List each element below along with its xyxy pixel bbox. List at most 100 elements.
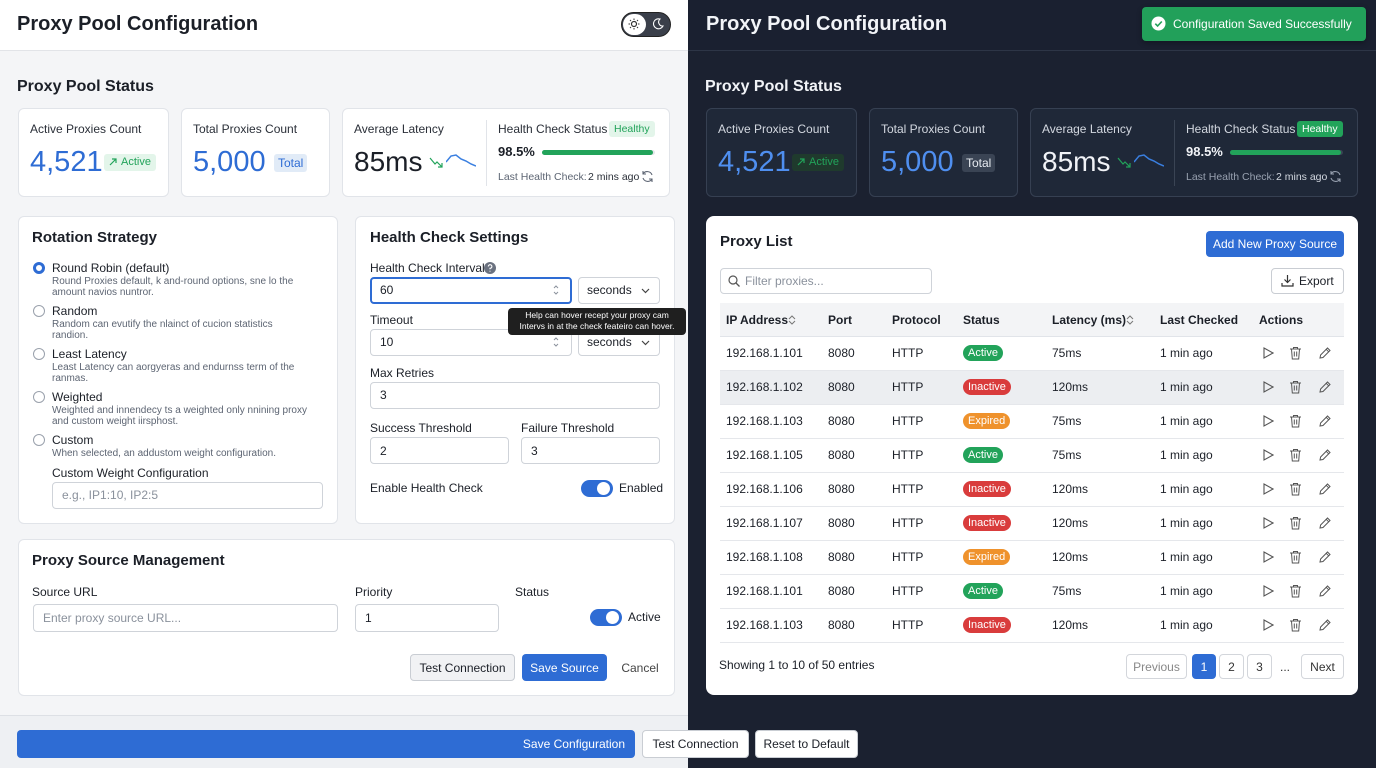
button-text: Export xyxy=(1299,274,1334,288)
toggle-knob xyxy=(597,482,610,495)
card-label: Health Check Status xyxy=(498,122,608,136)
table-cell: HTTP xyxy=(892,550,924,564)
select[interactable] xyxy=(578,277,660,304)
table-cell: 1 min ago xyxy=(1160,584,1213,598)
button[interactable]: Test Connection xyxy=(642,730,749,758)
number-input[interactable] xyxy=(355,604,499,632)
radio[interactable] xyxy=(33,262,45,274)
arrow-icon xyxy=(108,157,118,167)
status-pill: Inactive xyxy=(963,617,1011,633)
delete-icon xyxy=(1289,584,1302,598)
input-value: 1 xyxy=(365,611,372,625)
progress-bar xyxy=(542,150,654,155)
page-button[interactable]: 2 xyxy=(1219,654,1244,679)
delete-icon xyxy=(1289,380,1302,394)
number-input[interactable] xyxy=(370,437,509,464)
status-pill: Inactive xyxy=(963,481,1011,497)
table-cell: 1 min ago xyxy=(1160,550,1213,564)
column-header: Protocol xyxy=(892,313,941,327)
field-label: Failure Threshold xyxy=(521,421,615,435)
table-cell: 120ms xyxy=(1052,618,1089,632)
table-cell: 8080 xyxy=(828,448,855,462)
table-header xyxy=(720,303,1344,337)
table-row xyxy=(720,371,1344,405)
filter-input[interactable] xyxy=(720,268,932,294)
field-label: Max Retries xyxy=(370,366,435,380)
sparkline xyxy=(1134,150,1164,168)
chevron-icon xyxy=(640,338,651,347)
column-header: Status xyxy=(963,313,1000,327)
table-cell: 192.168.1.101 xyxy=(726,346,803,360)
table-cell: 1 min ago xyxy=(1160,516,1213,530)
text-input[interactable] xyxy=(52,482,323,509)
card-label: Active Proxies Count xyxy=(30,122,142,136)
delete-icon xyxy=(1289,448,1302,462)
table-row xyxy=(720,541,1344,575)
play-icon xyxy=(1262,517,1274,529)
number-input[interactable] xyxy=(370,382,660,409)
page-button[interactable]: 1 xyxy=(1192,654,1216,679)
input-value: 3 xyxy=(380,388,387,402)
panel-title: Rotation Strategy xyxy=(32,229,158,246)
page-button[interactable]: 3 xyxy=(1247,654,1272,679)
status-card xyxy=(181,108,330,197)
radio[interactable] xyxy=(33,391,45,403)
button[interactable]: Test Connection xyxy=(410,654,515,681)
panel-title: Health Check Settings xyxy=(370,229,529,246)
field-label: Health Check Interval xyxy=(370,261,485,275)
table-cell: HTTP xyxy=(892,516,924,530)
input-value: 2 xyxy=(380,444,387,458)
panel-title: Proxy List xyxy=(720,233,793,250)
delete-icon xyxy=(1289,482,1302,496)
refresh-icon xyxy=(1329,170,1342,183)
number-input[interactable] xyxy=(521,437,660,464)
page-button[interactable]: ... xyxy=(1279,659,1290,674)
delete-icon xyxy=(1289,414,1302,428)
radio[interactable] xyxy=(33,305,45,317)
chevron-icon xyxy=(640,286,651,295)
export-button[interactable] xyxy=(1271,268,1344,294)
page-button[interactable]: Next xyxy=(1301,654,1344,679)
card-label: Total Proxies Count xyxy=(881,122,986,136)
number-input[interactable] xyxy=(370,277,572,304)
button[interactable]: Save Configuration xyxy=(17,730,635,758)
spin-icon xyxy=(551,336,561,348)
table-summary: Showing 1 to 10 of 50 entries xyxy=(719,658,875,672)
table-cell: 8080 xyxy=(828,346,855,360)
edit-icon xyxy=(1318,482,1331,496)
table-cell: HTTP xyxy=(892,448,924,462)
badge-text: Active xyxy=(809,156,839,168)
radio-label: Weighted xyxy=(52,390,103,404)
health-percent: 98.5% xyxy=(498,144,535,159)
table-cell: 8080 xyxy=(828,550,855,564)
button[interactable]: Reset to Default xyxy=(755,730,858,758)
table-cell: 192.168.1.106 xyxy=(726,482,803,496)
text-input[interactable] xyxy=(33,604,338,632)
table-cell: 8080 xyxy=(828,380,855,394)
radio[interactable] xyxy=(33,434,45,446)
delete-icon xyxy=(1289,516,1302,530)
button[interactable]: Save Source xyxy=(522,654,607,681)
delete-icon xyxy=(1289,618,1302,632)
page-button[interactable]: Previous xyxy=(1126,654,1187,679)
delete-icon xyxy=(1289,346,1302,360)
play-icon xyxy=(1262,449,1274,461)
table-cell: 192.168.1.101 xyxy=(726,584,803,598)
table-cell: 192.168.1.108 xyxy=(726,550,803,564)
section-title: Proxy Pool Status xyxy=(705,78,842,95)
table-cell: 8080 xyxy=(828,584,855,598)
button[interactable]: Cancel xyxy=(621,660,659,675)
table-row xyxy=(720,507,1344,541)
last-check-value: 2 mins ago xyxy=(1276,171,1328,183)
input-value: 60 xyxy=(380,283,394,297)
toggle-knob xyxy=(623,14,646,35)
card-label: Health Check Status xyxy=(1186,122,1296,136)
edit-icon xyxy=(1318,550,1331,564)
radio[interactable] xyxy=(33,348,45,360)
card-divider xyxy=(486,120,487,186)
table-cell: HTTP xyxy=(892,584,924,598)
column-header: IP Address xyxy=(726,313,789,327)
button[interactable]: Add New Proxy Source xyxy=(1206,231,1344,257)
column-header: Actions xyxy=(1259,313,1304,327)
